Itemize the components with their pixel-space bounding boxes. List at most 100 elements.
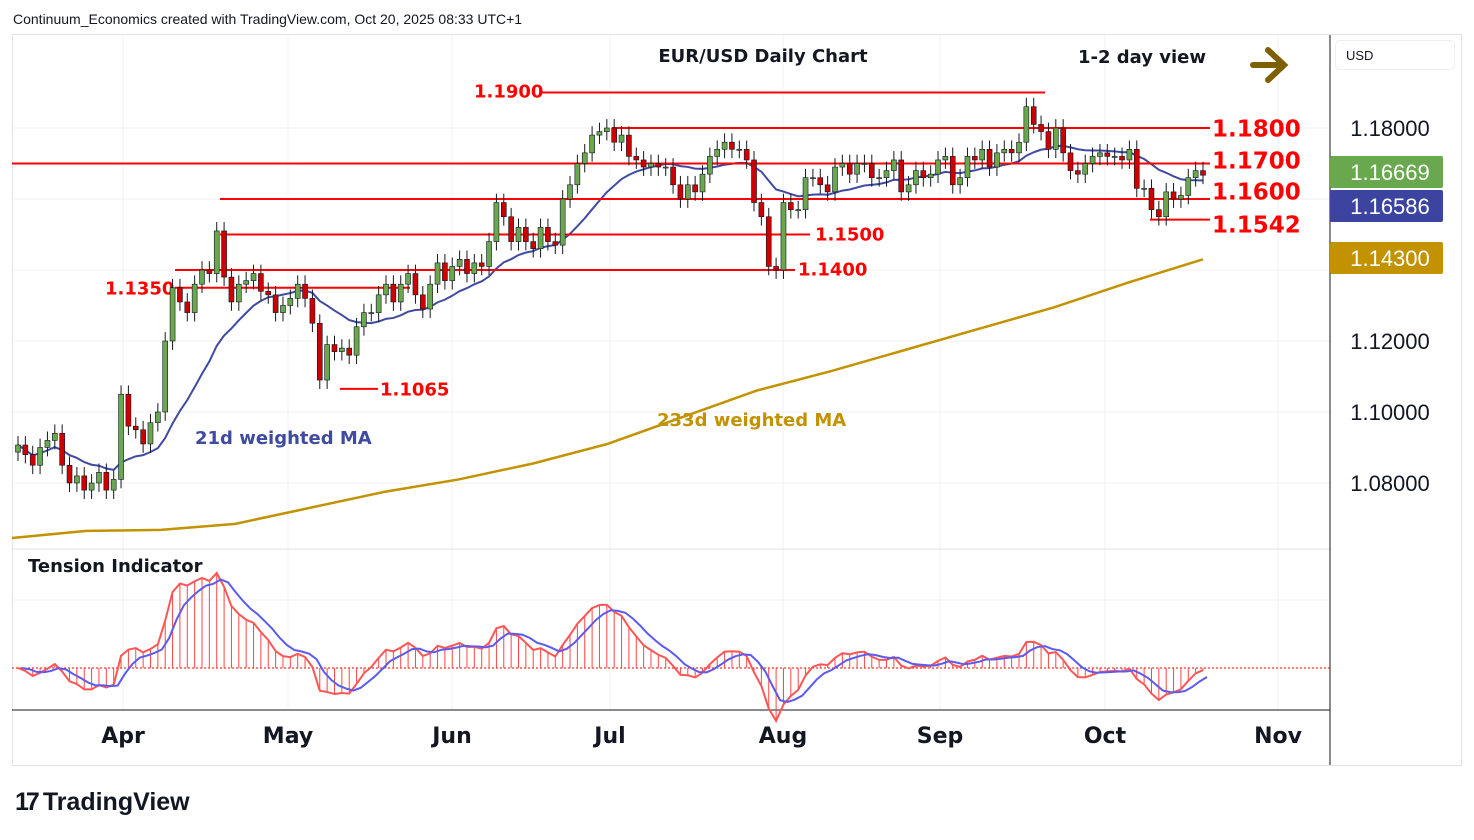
x-tick-label: Nov bbox=[1254, 724, 1303, 749]
candle-body bbox=[478, 262, 485, 267]
candle-body bbox=[272, 294, 279, 313]
candle-body bbox=[935, 159, 941, 175]
candle-body bbox=[1200, 170, 1206, 176]
candle-body bbox=[74, 475, 80, 484]
candle-body bbox=[213, 230, 220, 274]
candle-body bbox=[147, 422, 154, 445]
candle-body bbox=[500, 202, 507, 218]
candle-body bbox=[265, 290, 272, 296]
candle-body bbox=[155, 411, 161, 423]
candle-body bbox=[1067, 152, 1074, 171]
x-tick-label: Jul bbox=[592, 724, 625, 749]
candle-body bbox=[1126, 149, 1133, 161]
candle-body bbox=[324, 344, 330, 381]
candle-body bbox=[596, 131, 603, 136]
candle-body bbox=[81, 475, 88, 491]
view-label: 1-2 day view bbox=[1078, 47, 1206, 68]
candle-body bbox=[920, 170, 927, 179]
candle-body bbox=[581, 152, 588, 164]
x-tick-label: Apr bbox=[101, 724, 145, 749]
candle-body bbox=[442, 262, 448, 281]
candle-body bbox=[88, 482, 95, 491]
candle-body bbox=[29, 454, 36, 466]
price-badge-label: 1.14300 bbox=[1350, 246, 1430, 271]
candle-body bbox=[773, 266, 779, 271]
candle-body bbox=[589, 134, 595, 154]
price-badge bbox=[1330, 190, 1443, 222]
arrow-right-icon bbox=[1250, 47, 1289, 83]
candle-body bbox=[169, 287, 176, 342]
price-badge bbox=[1330, 242, 1443, 274]
candle-body bbox=[1038, 124, 1044, 132]
candle-body bbox=[339, 347, 345, 352]
indicator-title: Tension Indicator bbox=[28, 556, 203, 577]
candle-body bbox=[662, 166, 669, 169]
candle-body bbox=[552, 241, 559, 246]
candle-body bbox=[758, 202, 765, 218]
tv-logo-icon: 17 bbox=[15, 788, 40, 816]
candle-body bbox=[618, 134, 625, 143]
candle-body bbox=[412, 273, 419, 296]
candle-body bbox=[655, 163, 662, 168]
candle-body bbox=[22, 444, 29, 455]
candle-body bbox=[1141, 188, 1147, 190]
candle-body bbox=[228, 276, 235, 303]
candle-body bbox=[780, 202, 787, 271]
candle-body bbox=[861, 163, 868, 165]
candle-body bbox=[574, 163, 581, 186]
candle-body bbox=[765, 216, 772, 267]
candle-body bbox=[1001, 149, 1008, 154]
candle-body bbox=[721, 141, 728, 150]
candle-body bbox=[994, 152, 1000, 168]
candle-body bbox=[670, 166, 676, 186]
candle-body bbox=[1097, 152, 1103, 157]
candle-body bbox=[434, 262, 441, 285]
price-badge-label: 1.16669 bbox=[1350, 160, 1430, 185]
candle-body bbox=[957, 177, 963, 186]
candle-body bbox=[1008, 149, 1015, 154]
candle-body bbox=[44, 440, 51, 448]
candle-body bbox=[883, 170, 890, 179]
candle-body bbox=[162, 340, 169, 413]
candle-body bbox=[1104, 152, 1111, 157]
candle-body bbox=[626, 134, 632, 157]
level-label-1.1700: 1.1700 bbox=[1212, 148, 1301, 174]
indicator-line bbox=[17, 571, 1204, 724]
candle-body bbox=[280, 305, 286, 313]
candle-body bbox=[942, 156, 949, 161]
candle-body bbox=[913, 170, 919, 186]
y-tick-label: 1.10000 bbox=[1350, 400, 1430, 425]
candle-body bbox=[1075, 170, 1081, 175]
candle-body bbox=[361, 312, 367, 328]
x-tick-label: Jun bbox=[430, 724, 472, 749]
candle-body bbox=[1082, 163, 1089, 175]
candle-body bbox=[353, 326, 360, 356]
candle-body bbox=[420, 294, 426, 310]
tradingview-logo[interactable]: 17 TradingView bbox=[15, 788, 190, 817]
candle-body bbox=[427, 283, 433, 310]
candle-body bbox=[456, 259, 463, 267]
candle-body bbox=[397, 283, 404, 303]
candle-body bbox=[972, 156, 978, 161]
candle-body bbox=[898, 159, 905, 193]
candle-body bbox=[905, 184, 912, 193]
candle-body bbox=[375, 294, 382, 313]
candle-body bbox=[1133, 149, 1140, 189]
candle-body bbox=[839, 163, 846, 168]
candle-body bbox=[464, 259, 470, 274]
candle-body bbox=[640, 159, 647, 168]
ma233-label: 233d weighted MA bbox=[657, 410, 846, 431]
candle-body bbox=[1163, 191, 1169, 218]
candle-body bbox=[1148, 188, 1155, 210]
candle-body bbox=[236, 283, 242, 303]
candle-body bbox=[1030, 106, 1037, 125]
candle-body bbox=[846, 163, 853, 175]
candle-body bbox=[59, 432, 65, 466]
candle-body bbox=[294, 283, 301, 299]
candle-body bbox=[118, 393, 124, 480]
level-label-1.1542: 1.1542 bbox=[1212, 212, 1301, 238]
candle-body bbox=[795, 209, 801, 211]
level-label-1.1500: 1.1500 bbox=[815, 224, 884, 245]
currency-selector[interactable]: USD bbox=[1335, 40, 1455, 70]
